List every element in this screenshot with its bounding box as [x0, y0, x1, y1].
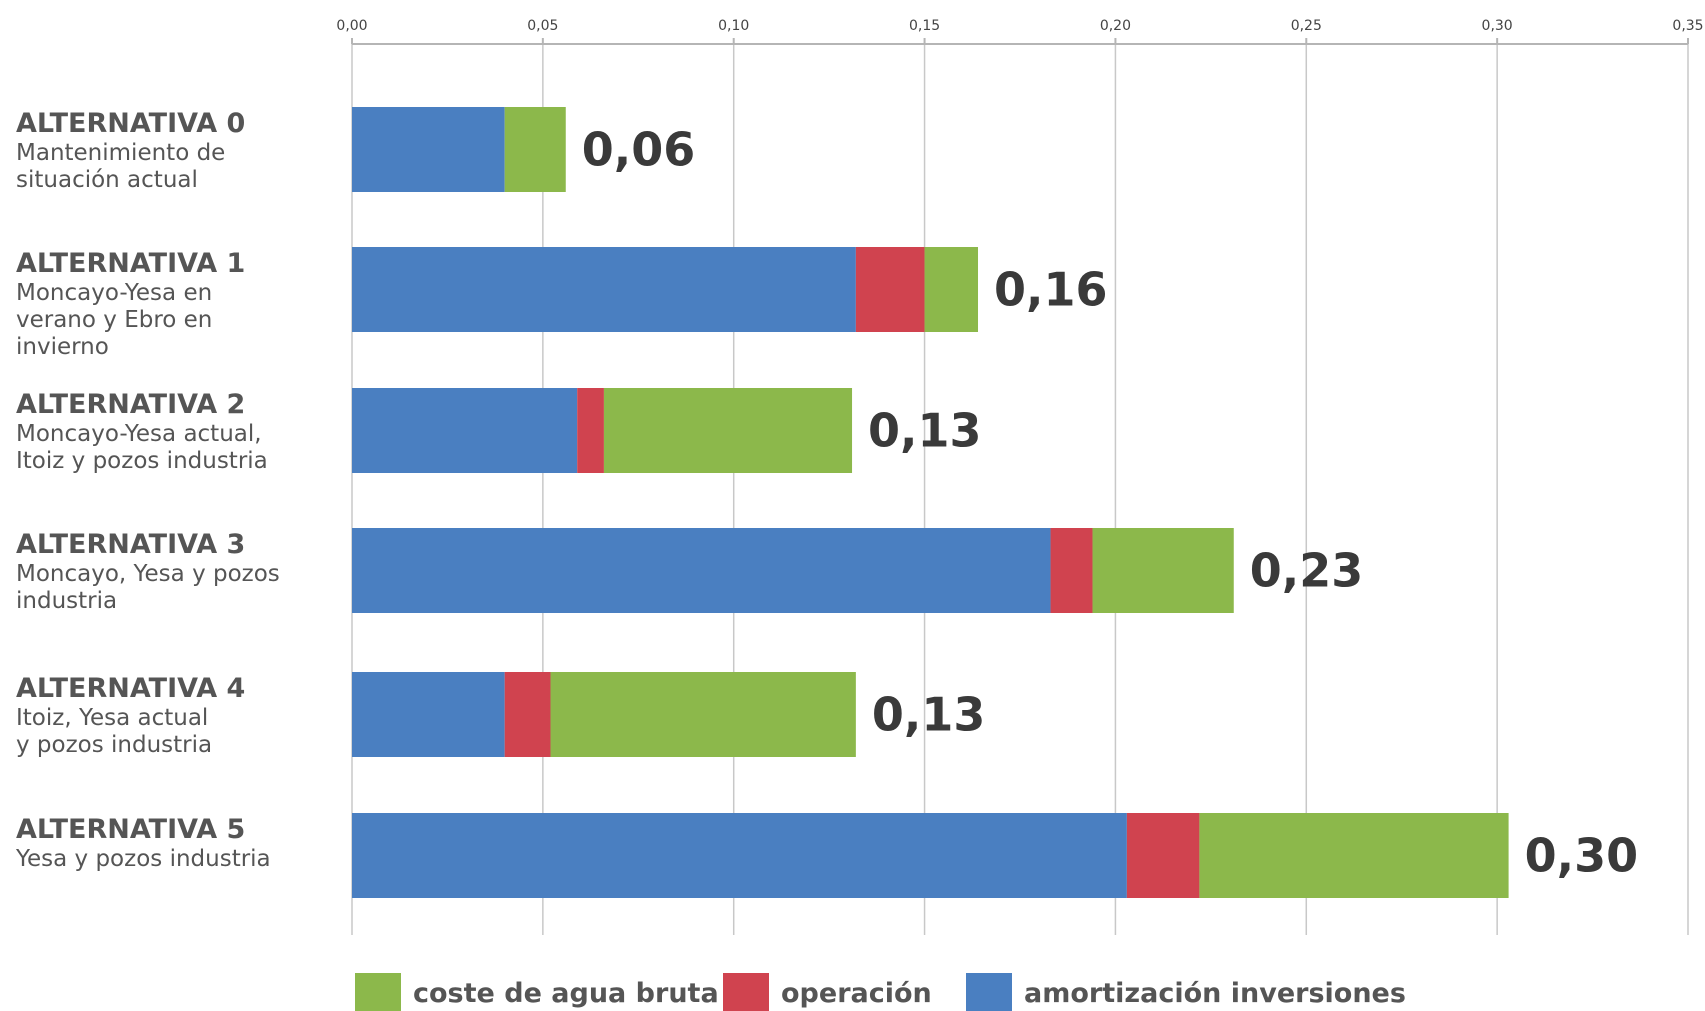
total-label: 0,23: [1250, 544, 1364, 598]
legend-swatch: [966, 973, 1012, 1011]
category-description: Moncayo-Yesa en: [16, 280, 212, 306]
legend-label: operación: [781, 978, 932, 1009]
bar-segment-3-amortización-inversiones: [352, 528, 1051, 613]
x-tick-label: 0,20: [1100, 18, 1131, 34]
x-tick-label: 0,30: [1482, 18, 1513, 34]
bars: [352, 107, 1509, 898]
category-description: Moncayo-Yesa actual,: [16, 421, 262, 447]
x-tick-label: 0,15: [909, 18, 940, 34]
x-tick-label: 0,10: [718, 18, 749, 34]
bar-segment-0-amortización-inversiones: [352, 107, 505, 192]
x-tick-label: 0,35: [1672, 18, 1703, 34]
grid: [351, 44, 1689, 935]
total-labels: 0,06 0,16 0,13 0,23 0,13 0,30: [582, 123, 1638, 883]
legend-label: coste de agua bruta: [413, 978, 719, 1009]
legend-swatch: [355, 973, 401, 1011]
bar-segment-4-operación: [504, 672, 551, 757]
category-description: Moncayo, Yesa y pozos: [16, 561, 280, 587]
category-name: ALTERNATIVA 2: [16, 389, 245, 420]
x-tick-label: 0,05: [527, 18, 558, 34]
category-description: situación actual: [16, 167, 198, 193]
category-name: ALTERNATIVA 3: [16, 529, 245, 560]
bar-segment-0-coste-de-agua-bruta: [504, 107, 566, 192]
x-tick-label: 0,25: [1291, 18, 1322, 34]
category-name: ALTERNATIVA 4: [16, 673, 245, 704]
category-name: ALTERNATIVA 0: [16, 108, 245, 139]
bar-segment-3-operación: [1050, 528, 1093, 613]
bar-segment-2-operación: [577, 388, 604, 473]
category-description: Itoiz y pozos industria: [16, 448, 268, 474]
category-name: ALTERNATIVA 5: [16, 814, 245, 845]
total-label: 0,13: [872, 688, 986, 742]
bar-segment-1-coste-de-agua-bruta: [924, 247, 979, 332]
legend-swatch: [723, 973, 769, 1011]
x-axis: 0,00 0,05 0,10 0,15 0,20 0,25 0,30 0,35: [336, 18, 1704, 45]
bar-segment-2-amortización-inversiones: [352, 388, 578, 473]
legend: coste de agua bruta operación amortización…: [355, 973, 1406, 1011]
bar-segment-1-amortización-inversiones: [352, 247, 856, 332]
category-name: ALTERNATIVA 1: [16, 248, 245, 279]
total-label: 0,30: [1525, 829, 1639, 883]
bar-segment-5-operación: [1126, 813, 1200, 898]
category-description: Yesa y pozos industria: [15, 846, 271, 872]
category-description: y pozos industria: [16, 732, 212, 758]
category-description: verano y Ebro en: [16, 307, 212, 333]
total-label: 0,06: [582, 123, 696, 177]
category-description: industria: [16, 588, 117, 614]
bar-segment-5-amortización-inversiones: [352, 813, 1127, 898]
legend-label: amortización inversiones: [1024, 978, 1406, 1009]
total-label: 0,16: [994, 263, 1108, 317]
x-tick-label: 0,00: [336, 18, 367, 34]
bar-segment-4-amortización-inversiones: [352, 672, 505, 757]
category-description: Mantenimiento de: [16, 140, 225, 166]
bar-segment-5-coste-de-agua-bruta: [1199, 813, 1509, 898]
bar-segment-4-coste-de-agua-bruta: [550, 672, 856, 757]
bar-segment-3-coste-de-agua-bruta: [1092, 528, 1234, 613]
category-description: Itoiz, Yesa actual: [16, 705, 208, 731]
category-description: invierno: [16, 334, 109, 360]
bar-segment-1-operación: [855, 247, 925, 332]
bar-segment-2-coste-de-agua-bruta: [603, 388, 853, 473]
total-label: 0,13: [868, 404, 982, 458]
